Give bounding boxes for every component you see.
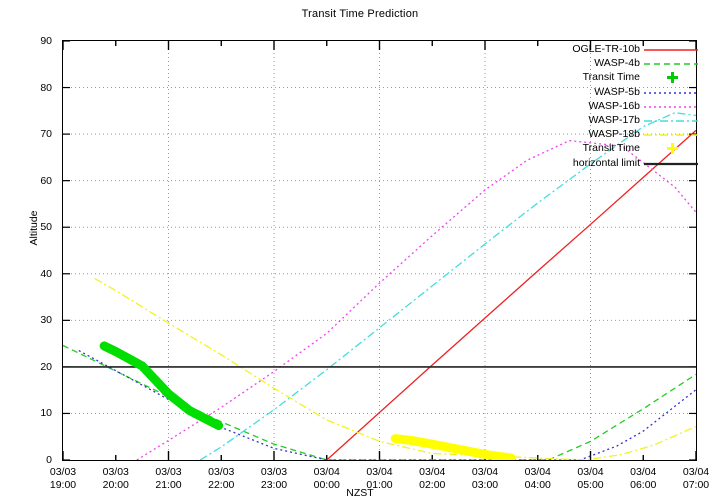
legend-item: WASP-4b (520, 56, 698, 70)
legend-line-swatch (644, 133, 698, 136)
transit-band-1 (99, 341, 224, 431)
legend-line-swatch (644, 48, 698, 51)
x-tick-label: 03/04 06:00 (613, 466, 673, 492)
legend-marker-icon (667, 143, 678, 155)
x-tick-label: 03/03 23:00 (244, 466, 304, 492)
series-line-wasp-5b (78, 350, 696, 460)
series-line-wasp-18b (94, 277, 696, 460)
transit-band-2 (390, 434, 516, 460)
x-tick-label: 03/04 03:00 (455, 466, 515, 492)
legend-item: horizontal limit (520, 156, 698, 170)
y-tick-label: 60 (40, 174, 52, 187)
x-tick-time: 23:00 (260, 479, 288, 491)
x-tick-time: 01:00 (366, 479, 393, 491)
plot-svg (63, 41, 696, 460)
plot-canvas (63, 41, 696, 460)
series-line-wasp-4b (63, 344, 696, 460)
legend-label: WASP-18b (588, 128, 640, 141)
legend-line-swatch (644, 119, 698, 122)
x-tick-date: 03/04 (419, 466, 446, 478)
legend-label: Transit Time (582, 142, 640, 155)
y-tick-label: 50 (40, 221, 52, 234)
x-tick-date: 03/04 (471, 466, 499, 478)
y-tick-label: 20 (40, 360, 52, 373)
x-tick-time: 21:00 (155, 479, 182, 491)
y-tick-label: 30 (40, 314, 52, 327)
x-tick-time: 07:00 (682, 479, 710, 491)
x-tick-date: 03/03 (102, 466, 129, 478)
legend-line-swatch (644, 162, 698, 165)
x-tick-time: 19:00 (49, 479, 77, 491)
legend-line-swatch (644, 91, 698, 94)
legend-marker-icon (667, 72, 678, 84)
x-tick-label: 03/03 20:00 (86, 466, 146, 492)
y-tick-label: 0 (46, 454, 52, 466)
x-tick-date: 03/03 (49, 466, 77, 478)
legend-label: OGLE-TR-10b (572, 43, 640, 55)
x-tick-time: 22:00 (208, 479, 235, 491)
x-axis-label: NZST (346, 487, 374, 499)
x-tick-date: 03/04 (630, 466, 657, 478)
x-tick-time: 03:00 (471, 479, 499, 491)
legend-item: Transit Time (520, 141, 698, 155)
series-line-wasp-17b (199, 112, 696, 460)
x-tick-time: 20:00 (102, 479, 129, 491)
legend-item: OGLE-TR-10b (520, 42, 698, 56)
x-tick-date: 03/03 (208, 466, 235, 478)
series-line-wasp-16b (136, 139, 696, 460)
x-tick-label: 03/04 04:00 (508, 466, 568, 492)
y-tick-label: 90 (40, 35, 52, 47)
legend-item: WASP-18b (520, 127, 698, 141)
x-tick-label: 03/03 19:00 (33, 466, 93, 492)
x-tick-date: 03/04 (524, 466, 551, 478)
x-tick-date: 03/04 (366, 466, 393, 478)
y-tick-label: 10 (40, 407, 52, 420)
y-tick-label: 40 (40, 267, 52, 280)
legend-line-swatch (644, 105, 698, 108)
legend-item: WASP-16b (520, 99, 698, 113)
x-tick-label: 03/04 07:00 (666, 466, 720, 492)
legend-label: Transit Time (582, 71, 640, 84)
y-axis-label: Altitude (28, 210, 40, 246)
legend-item: WASP-5b (520, 85, 698, 99)
legend-label: WASP-17b (588, 113, 640, 126)
plot-area (62, 40, 697, 461)
legend-label: WASP-16b (588, 99, 640, 112)
x-tick-date: 03/04 (577, 466, 604, 478)
x-tick-label: 03/03 22:00 (191, 466, 251, 492)
chart-legend: OGLE-TR-10b WASP-4b Transit Time WASP-5b WAS… (520, 42, 698, 170)
x-axis-tick-labels: 03/03 19:00 03/03 20:00 03/03 21:00 03/03 22:00… (0, 463, 720, 503)
y-tick-label: 80 (40, 81, 52, 94)
x-tick-label: 03/04 01:00 (350, 466, 410, 492)
legend-line-swatch (644, 62, 698, 65)
x-tick-time: 04:00 (524, 479, 551, 491)
x-tick-label: 03/04 00:00 (297, 466, 357, 492)
x-tick-time: 05:00 (577, 479, 604, 491)
legend-label: horizontal limit (572, 156, 640, 169)
x-tick-time: 06:00 (630, 479, 657, 491)
x-tick-time: 00:00 (313, 479, 340, 491)
legend-label: WASP-5b (594, 85, 640, 98)
x-tick-label: 03/03 21:00 (139, 466, 199, 492)
series-line-ogle-tr-10b (326, 129, 696, 460)
x-tick-time: 02:00 (419, 479, 446, 491)
x-tick-date: 03/03 (260, 466, 288, 478)
x-tick-date: 03/04 (682, 466, 710, 478)
y-tick-label: 70 (40, 128, 52, 141)
legend-label: WASP-4b (594, 57, 640, 70)
x-tick-label: 03/04 02:00 (402, 466, 462, 492)
legend-item: Transit Time (520, 70, 698, 84)
chart-title: Transit Time Prediction (301, 8, 419, 20)
x-tick-date: 03/04 (313, 466, 340, 478)
y-axis-tick-labels: 0 10 20 30 40 50 60 70 80 90 (0, 0, 62, 504)
x-tick-date: 03/03 (155, 466, 182, 478)
x-tick-label: 03/04 05:00 (561, 466, 621, 492)
legend-item: WASP-17b (520, 113, 698, 127)
